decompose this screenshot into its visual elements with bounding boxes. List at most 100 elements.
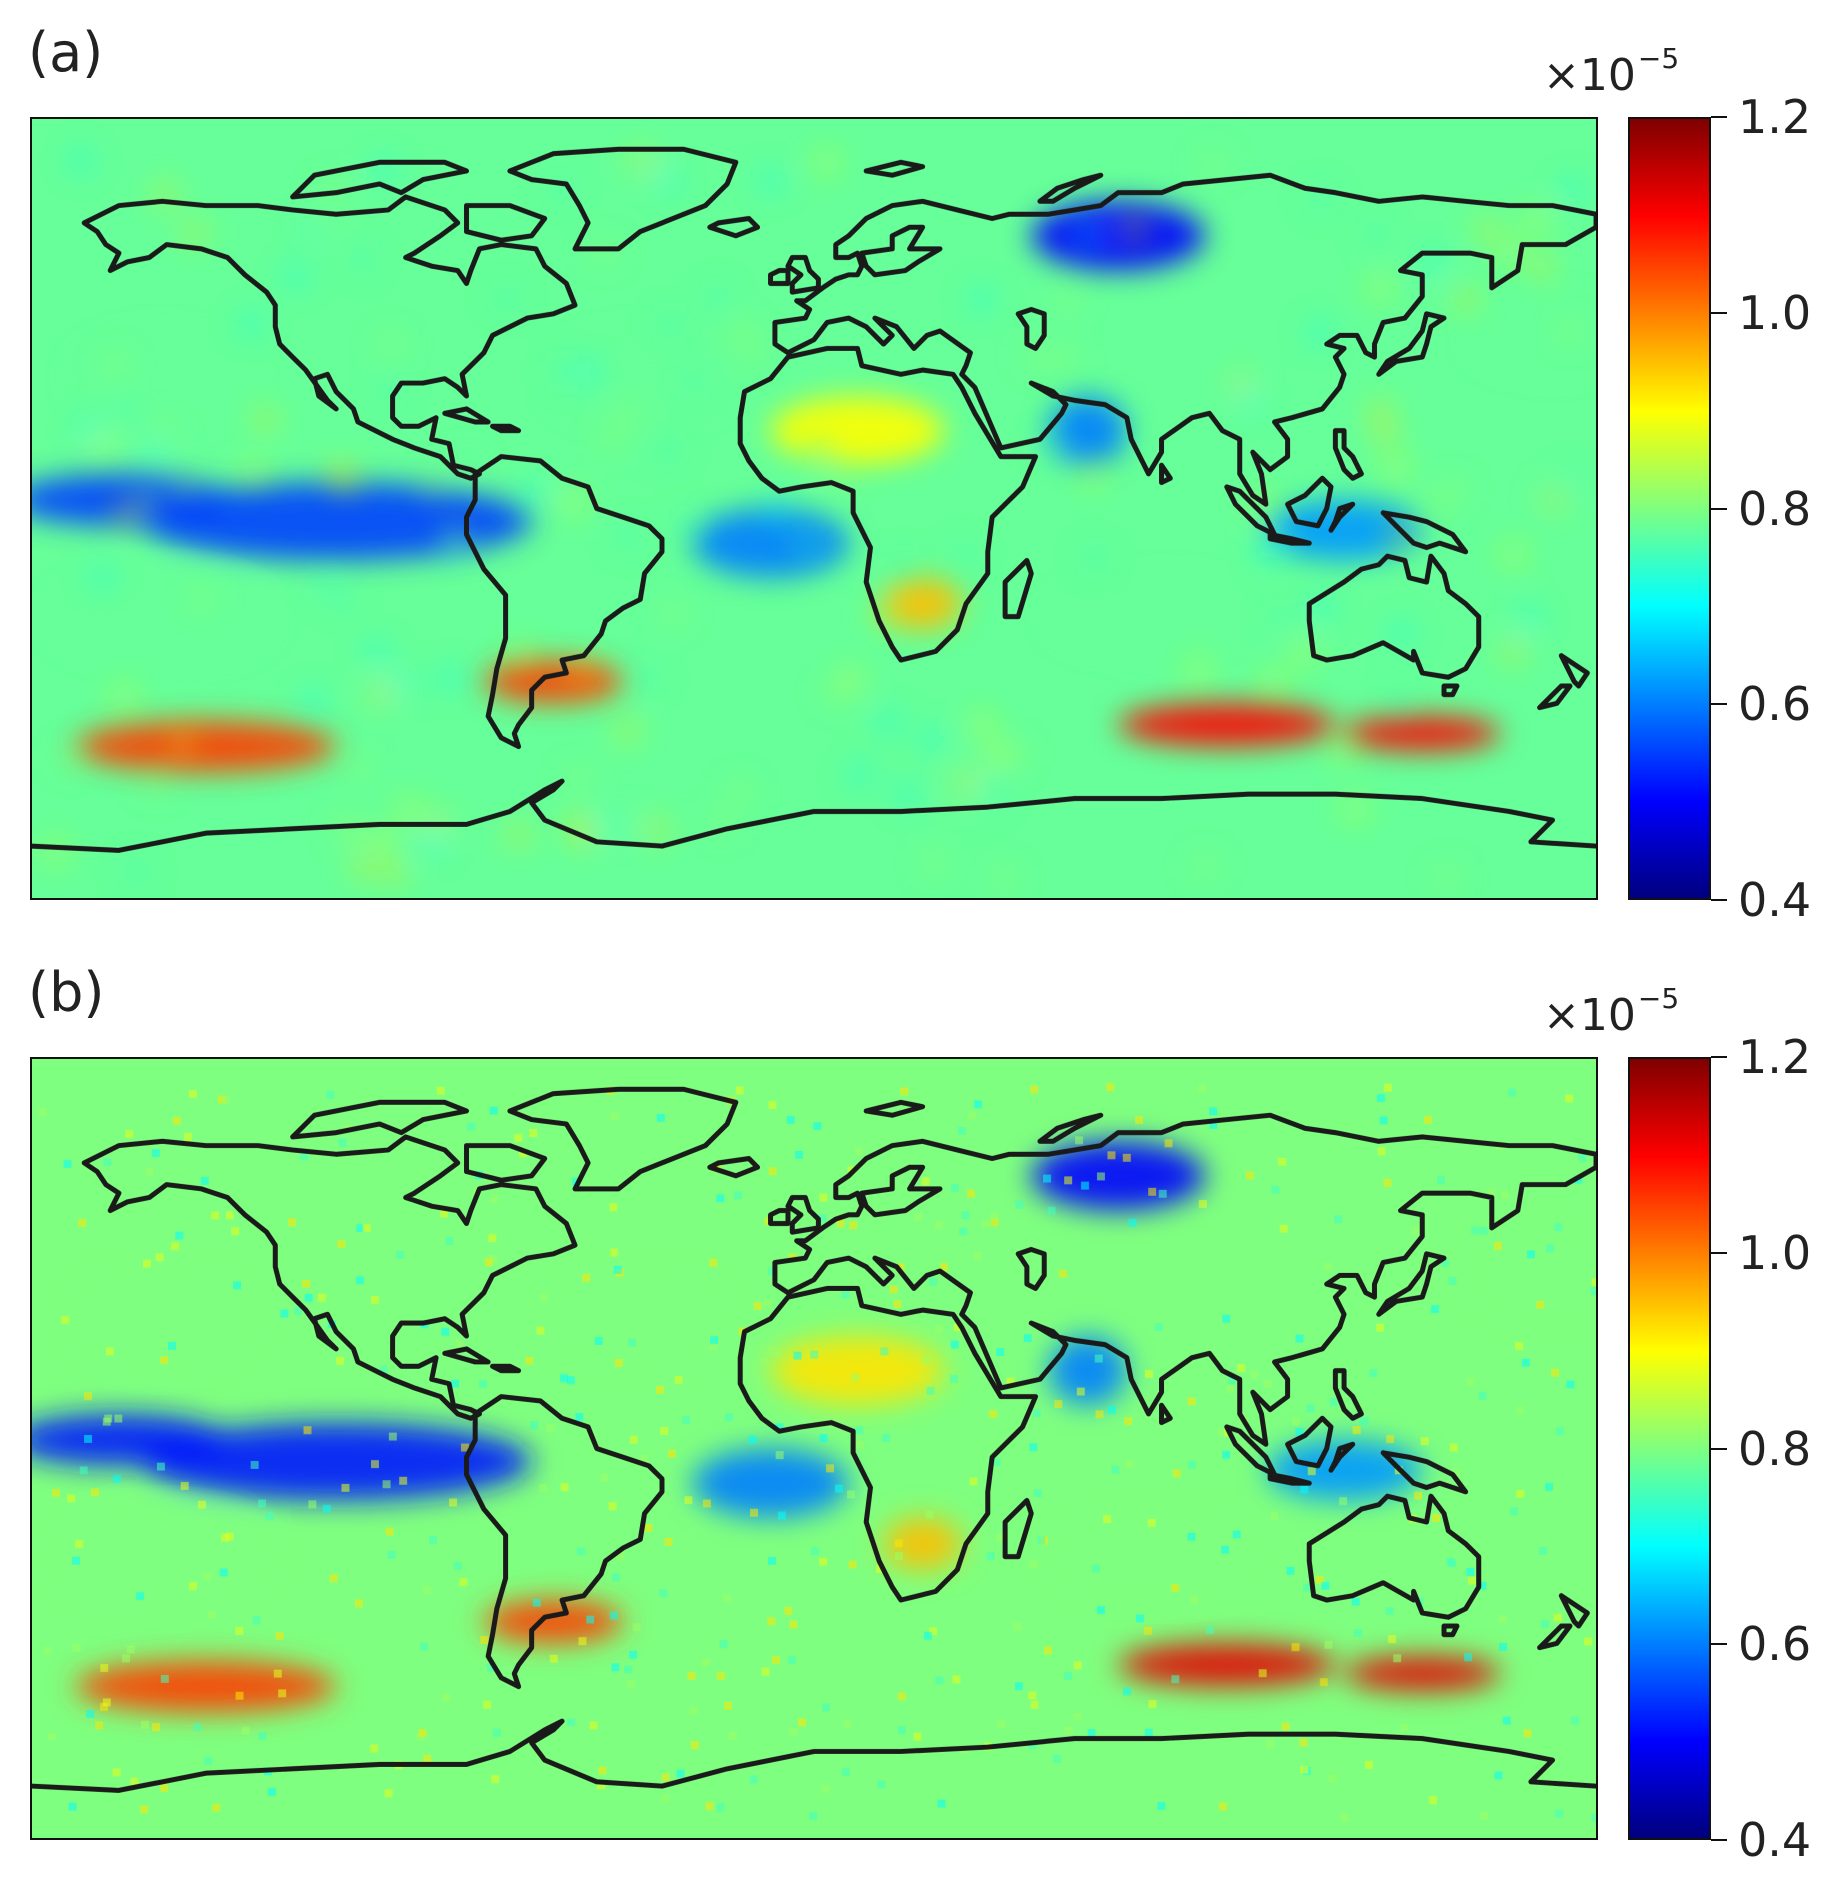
- field-speck: [1466, 1377, 1475, 1386]
- field-speck: [690, 1741, 699, 1749]
- field-speck: [1073, 1661, 1082, 1670]
- field-speck: [1108, 1405, 1117, 1414]
- field-speck: [1557, 319, 1582, 344]
- field-speck: [1449, 1443, 1458, 1452]
- field-speck: [140, 1805, 149, 1814]
- field-speck: [429, 1535, 437, 1544]
- field-speck: [273, 1669, 282, 1678]
- field-speck: [1383, 1083, 1392, 1092]
- field-speck: [203, 1572, 212, 1581]
- colorbar-tick-label: 1.0: [1738, 1225, 1812, 1280]
- field-speck: [1538, 1546, 1547, 1555]
- field-speck: [308, 1500, 317, 1509]
- field-blob: [75, 1275, 250, 1362]
- field-speck: [1171, 1583, 1180, 1592]
- field-speck: [566, 766, 591, 791]
- field-speck: [913, 1732, 922, 1741]
- coastline: [1376, 1251, 1447, 1317]
- field-speck: [486, 1663, 495, 1672]
- field-speck: [382, 1480, 391, 1489]
- field-speck: [77, 418, 101, 443]
- field-speck: [75, 1540, 84, 1549]
- panel-label-a: (a): [28, 21, 104, 84]
- field-speck: [301, 690, 326, 715]
- field-speck: [1441, 1259, 1450, 1268]
- field-speck: [322, 1504, 331, 1513]
- field-speck: [423, 1586, 432, 1595]
- field-speck: [996, 1347, 1005, 1356]
- field-speck: [253, 407, 278, 431]
- field-speck: [1015, 1200, 1024, 1209]
- field-speck: [1025, 344, 1050, 369]
- field-speck: [78, 1218, 87, 1227]
- field-speck: [510, 644, 535, 669]
- field-speck: [794, 1150, 803, 1159]
- field-speck: [105, 1347, 114, 1356]
- field-blob: [483, 1599, 623, 1644]
- field-speck: [1516, 1489, 1525, 1498]
- field-speck: [235, 1626, 244, 1635]
- colorbar-tick: [1711, 311, 1727, 314]
- field-speck: [661, 601, 686, 626]
- field-speck: [440, 1209, 449, 1218]
- field-speck: [370, 830, 395, 855]
- field-speck: [1172, 1469, 1181, 1478]
- field-speck: [492, 1728, 501, 1737]
- field-speck: [592, 240, 617, 265]
- field-speck: [235, 1691, 244, 1700]
- field-speck: [549, 1654, 558, 1663]
- coastline: [1267, 531, 1312, 546]
- field-speck: [1376, 1094, 1385, 1103]
- field-speck: [197, 1500, 206, 1509]
- field-speck: [921, 727, 946, 752]
- field-speck: [661, 1794, 670, 1803]
- field-speck: [1033, 1489, 1042, 1498]
- field-speck: [1148, 1699, 1157, 1708]
- field-speck: [767, 1556, 776, 1565]
- field-speck: [810, 1547, 819, 1556]
- field-speck: [116, 400, 141, 425]
- field-speck: [38, 1108, 47, 1117]
- field-speck: [753, 1301, 762, 1310]
- field-speck: [1440, 478, 1465, 503]
- field-speck: [1515, 1341, 1524, 1350]
- coastline: [1285, 475, 1334, 529]
- field-speck: [1555, 1809, 1564, 1818]
- coastline: [1002, 557, 1034, 620]
- field-speck: [1144, 1728, 1153, 1737]
- field-speck: [949, 1374, 958, 1383]
- field-speck: [966, 1189, 975, 1198]
- field-speck: [1135, 1115, 1144, 1124]
- field-speck: [1032, 1409, 1041, 1418]
- field-speck: [1389, 621, 1414, 646]
- field-speck: [1001, 742, 1026, 767]
- coastline: [1015, 306, 1047, 351]
- field-speck: [1232, 1530, 1241, 1539]
- field-blob: [1048, 1335, 1127, 1406]
- field-blob: [1344, 716, 1501, 751]
- field-speck: [729, 320, 754, 345]
- field-speck: [1218, 1802, 1227, 1811]
- field-speck: [610, 1112, 619, 1121]
- field-speck: [922, 1356, 931, 1364]
- colorbar-a: [1628, 117, 1711, 900]
- field-speck: [594, 1336, 603, 1345]
- field-speck: [443, 526, 468, 551]
- colorbar-tick: [1711, 1643, 1727, 1646]
- field-blob: [770, 395, 945, 466]
- field-speck: [1122, 1687, 1131, 1696]
- field-speck: [490, 1194, 499, 1203]
- field-speck: [950, 1184, 959, 1193]
- field-speck: [1420, 250, 1445, 275]
- field-speck: [575, 360, 600, 385]
- field-speck: [578, 1637, 587, 1646]
- field-speck: [893, 1300, 902, 1309]
- field-speck: [968, 287, 993, 312]
- field-speck: [602, 813, 627, 838]
- field-speck: [789, 1728, 798, 1736]
- colorbar-offset-exp-b: −5: [1637, 982, 1680, 1015]
- field-speck: [525, 1356, 534, 1365]
- field-speck: [114, 1414, 123, 1423]
- field-speck: [767, 1345, 776, 1354]
- field-speck: [278, 1689, 287, 1698]
